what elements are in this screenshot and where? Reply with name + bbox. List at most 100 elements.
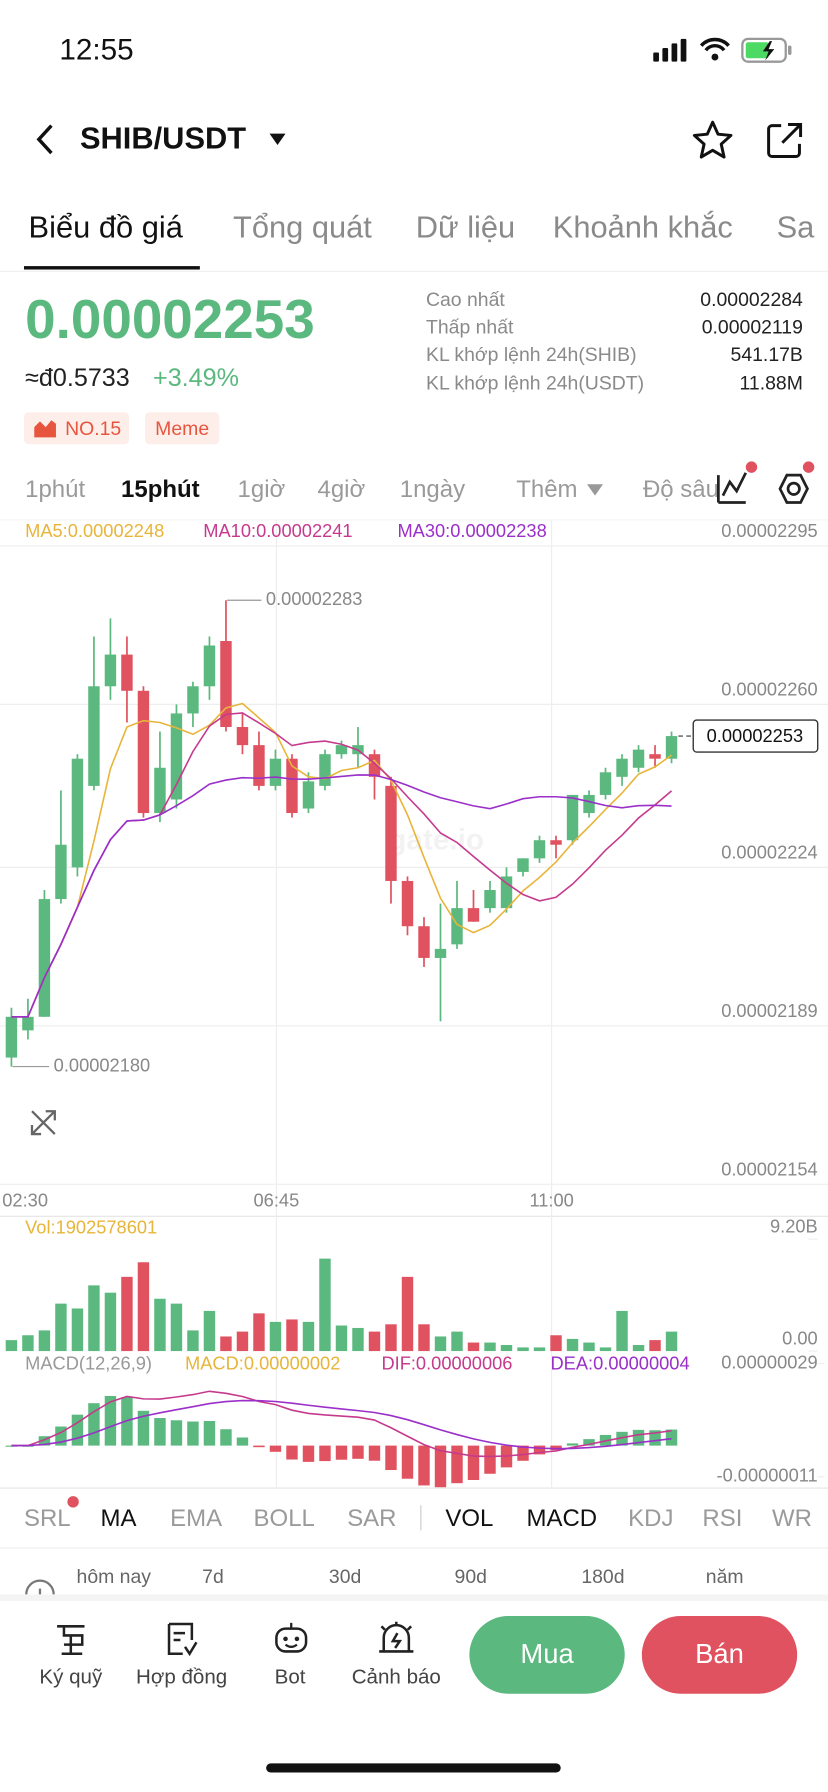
macd-bar xyxy=(170,1420,183,1446)
candle-body xyxy=(533,840,546,859)
indicator[interactable]: SRL xyxy=(23,1505,71,1532)
indicator[interactable]: MA xyxy=(100,1505,137,1532)
volume-bar xyxy=(352,1327,364,1352)
indicator[interactable]: KDJ xyxy=(628,1505,674,1532)
nav-label[interactable]: Bot xyxy=(274,1665,306,1688)
volume-bar xyxy=(104,1292,117,1352)
period[interactable]: 180d xyxy=(581,1565,625,1588)
ma-label: MA5:0.00002248 xyxy=(25,520,164,541)
tag-badge[interactable]: Meme xyxy=(145,412,220,445)
macd-label: MACD:0.00000002 xyxy=(185,1353,340,1374)
last-price-box xyxy=(692,719,819,753)
indicator[interactable]: VOL xyxy=(445,1505,494,1532)
interval[interactable]: 1giờ xyxy=(237,476,286,503)
volume-bar xyxy=(236,1331,249,1352)
candle-body xyxy=(302,781,315,809)
indicator[interactable]: SAR xyxy=(347,1505,397,1532)
indicator[interactable]: BOLL xyxy=(253,1505,315,1532)
candle-body xyxy=(401,880,414,927)
pair-dropdown[interactable] xyxy=(267,131,288,147)
volume-bar xyxy=(517,1347,529,1352)
stat-label: KL khớp lệnh 24h(USDT) xyxy=(425,372,645,395)
candle-body xyxy=(632,749,645,768)
volume-bar xyxy=(88,1285,100,1352)
indicator[interactable]: EMA xyxy=(170,1505,223,1532)
candle-body xyxy=(170,713,183,800)
indicator[interactable]: RSI xyxy=(702,1505,743,1532)
candle-body xyxy=(500,876,513,909)
volume-bar xyxy=(203,1310,216,1352)
rank-icon xyxy=(34,420,56,438)
annotation: 0.00002180 xyxy=(54,1054,151,1075)
volume-bar xyxy=(71,1308,84,1352)
macd-bar xyxy=(451,1445,463,1484)
interval[interactable]: 1ngày xyxy=(399,476,466,503)
candle-body xyxy=(434,948,447,958)
chart: 0.00002154 0.00002189 0.00002224 0.00002260… xyxy=(0,519,828,1489)
macd-bar xyxy=(187,1421,199,1446)
macd-bar xyxy=(467,1445,480,1480)
chart-tools[interactable] xyxy=(714,457,828,512)
candle-body xyxy=(104,654,117,687)
interval[interactable]: 1phút xyxy=(25,476,86,503)
tab[interactable]: Biểu đồ giá xyxy=(28,210,183,245)
interval[interactable]: 4giờ xyxy=(317,476,366,503)
candle-body xyxy=(71,758,84,868)
notice-dot xyxy=(67,1496,79,1508)
candle-body xyxy=(137,690,150,814)
y-tick-label: 0.00002224 xyxy=(721,842,818,863)
interval[interactable]: Thêm xyxy=(516,476,578,503)
rank-badge[interactable]: NO.15 xyxy=(23,412,130,445)
period[interactable]: hôm nay xyxy=(76,1565,151,1588)
y-tick-label: 0.00002189 xyxy=(721,1000,818,1021)
share-button[interactable] xyxy=(763,119,806,162)
candle-body xyxy=(451,908,463,945)
last-price-label: 0.00002253 xyxy=(707,725,804,746)
sell-button[interactable]: Bán xyxy=(641,1616,798,1694)
macd-label: MACD(12,26,9) xyxy=(25,1353,152,1374)
volume-bar xyxy=(665,1331,678,1352)
macd-bar xyxy=(418,1445,430,1486)
interval[interactable]: Độ sâu xyxy=(642,476,719,503)
candle-body xyxy=(220,640,232,728)
tab[interactable]: Tổng quát xyxy=(232,210,372,245)
period[interactable]: 30d xyxy=(328,1565,362,1588)
volume-bar xyxy=(434,1336,447,1352)
volume-bar xyxy=(467,1342,480,1352)
expand-icon[interactable] xyxy=(30,1110,56,1136)
y-tick-label: 0.00002154 xyxy=(721,1158,818,1179)
dropdown-arrow xyxy=(587,484,604,496)
nav-label[interactable]: Ký quỹ xyxy=(39,1665,103,1688)
favorite-button[interactable] xyxy=(690,118,736,164)
candle-body xyxy=(55,844,67,900)
volume-bar xyxy=(319,1258,331,1352)
candle-body xyxy=(187,686,199,714)
period[interactable]: 7d xyxy=(202,1565,224,1588)
period[interactable]: năm xyxy=(705,1565,744,1588)
macd-bar xyxy=(220,1429,232,1446)
pair-title[interactable]: SHIB/USDT xyxy=(79,121,247,156)
candle-body xyxy=(665,736,678,759)
candle-body xyxy=(38,899,51,1017)
tab[interactable]: Sa xyxy=(776,210,815,245)
indicator[interactable]: MACD xyxy=(526,1505,598,1532)
buy-button[interactable]: Mua xyxy=(469,1616,625,1694)
candle-body xyxy=(418,926,430,958)
volume-bar xyxy=(533,1347,546,1352)
interval[interactable]: 15phút xyxy=(121,476,200,503)
nav-label[interactable]: Hợp đồng xyxy=(135,1665,228,1688)
badge-text: NO.15 xyxy=(65,417,122,440)
nav-label[interactable]: Cảnh báo xyxy=(351,1665,441,1688)
macd-bar xyxy=(38,1436,51,1446)
candle-body xyxy=(517,858,529,872)
macd-bar xyxy=(632,1429,645,1446)
period[interactable]: 90d xyxy=(454,1565,487,1588)
candle-body xyxy=(566,794,579,841)
separator xyxy=(420,1505,422,1531)
tab[interactable]: Dữ liệu xyxy=(415,210,516,245)
y-tick-label: 0.00002260 xyxy=(721,679,818,700)
status-icons xyxy=(653,37,792,63)
indicator[interactable]: WR xyxy=(772,1505,813,1532)
back-button[interactable] xyxy=(30,121,64,158)
tab[interactable]: Khoảnh khắc xyxy=(552,210,733,245)
